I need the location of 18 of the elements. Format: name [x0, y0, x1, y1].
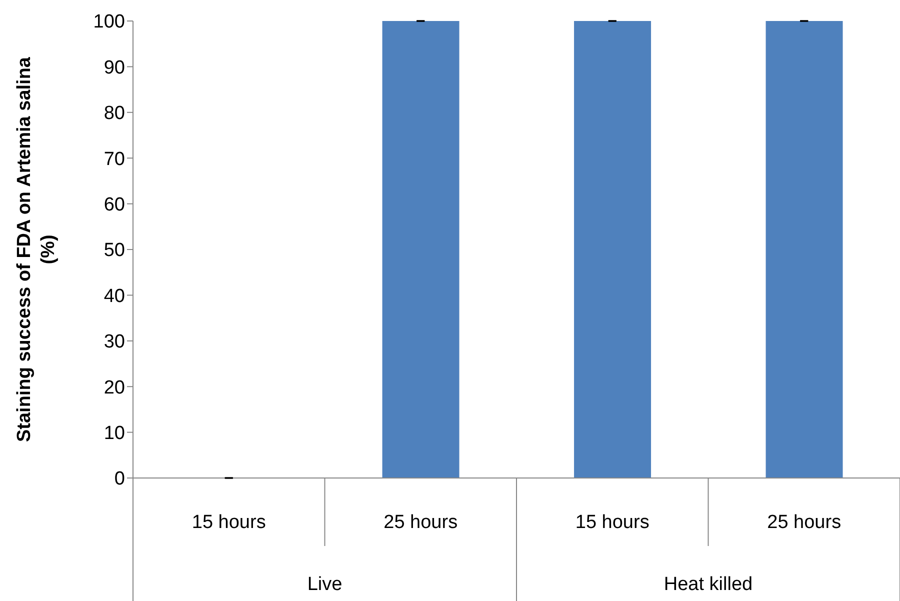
y-tick-label: 50 [104, 240, 125, 262]
y-tick-label: 0 [114, 468, 125, 490]
y-tick-label: 10 [104, 423, 125, 444]
x-tick-label: 15 hours [192, 512, 266, 533]
y-tick-label: 100 [93, 12, 125, 33]
text: Live [307, 574, 342, 595]
x-tick-label: 25 hours [767, 512, 842, 533]
x-tick-label: 25 hours [384, 512, 458, 533]
y-tick-label: 70 [104, 148, 125, 170]
y-tick-label: 20 [104, 377, 125, 398]
x-tick-label: 15 hours [575, 512, 650, 533]
text: Heat killed [664, 574, 753, 595]
y-axis-title: Staining success of FDA on Artemia salina (%) [14, 56, 59, 442]
y-tick-label: 80 [104, 103, 125, 124]
y-tick-label: 40 [104, 286, 125, 307]
y-tick-label: 30 [104, 332, 125, 353]
y-tick-label: 90 [104, 57, 125, 78]
y-tick-label: 60 [104, 194, 125, 216]
